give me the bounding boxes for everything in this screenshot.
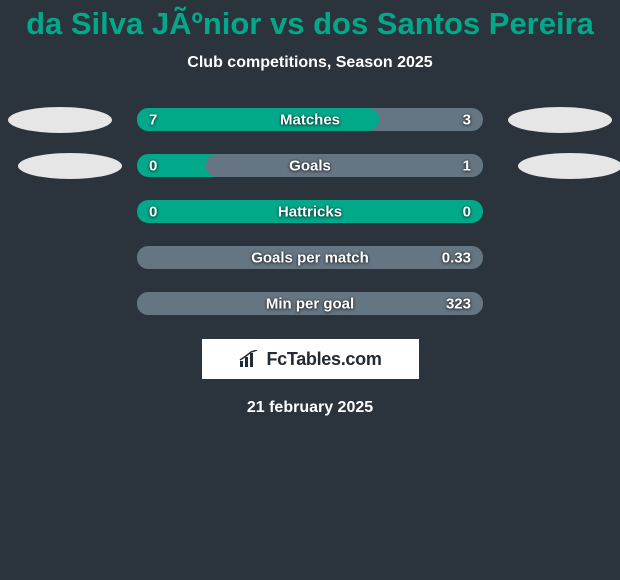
subtitle: Club competitions, Season 2025 (0, 54, 620, 72)
bar-fill (137, 108, 379, 131)
stat-bar: Min per goal 323 (137, 292, 483, 315)
bar-chart-icon (238, 350, 260, 368)
player-marker-right (518, 153, 620, 179)
stat-bar: Goals per match 0.33 (137, 246, 483, 269)
bar-fill (206, 154, 483, 177)
logo-badge: FcTables.com (202, 339, 419, 379)
stat-bar: 0 Goals 1 (137, 154, 483, 177)
stat-bar: 0 Hattricks 0 (137, 200, 483, 223)
stat-row: 0 Goals 1 (0, 154, 620, 177)
bar-background (137, 200, 483, 223)
date-text: 21 february 2025 (0, 399, 620, 417)
stat-row: 7 Matches 3 (0, 108, 620, 131)
player-marker-left (8, 107, 112, 133)
page-title: da Silva JÃºnior vs dos Santos Pereira (0, 6, 620, 42)
stats-rows: 7 Matches 3 0 Goals 1 0 Hat (0, 108, 620, 315)
stat-row: Goals per match 0.33 (0, 246, 620, 269)
comparison-infographic: da Silva JÃºnior vs dos Santos Pereira C… (0, 0, 620, 417)
stat-row: Min per goal 323 (0, 292, 620, 315)
logo-text: FcTables.com (266, 349, 381, 370)
player-marker-left (18, 153, 122, 179)
stat-bar: 7 Matches 3 (137, 108, 483, 131)
stat-row: 0 Hattricks 0 (0, 200, 620, 223)
bar-fill (137, 246, 483, 269)
player-marker-right (508, 107, 612, 133)
bar-fill (137, 292, 483, 315)
